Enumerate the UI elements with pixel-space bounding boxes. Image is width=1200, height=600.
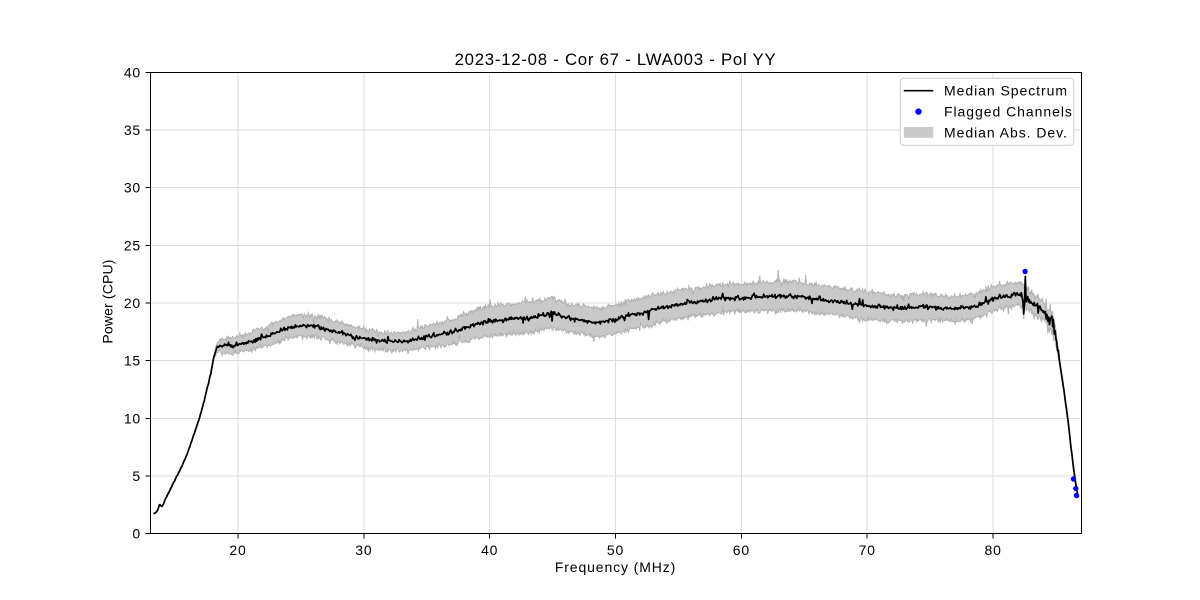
svg-text:2023-12-08 - Cor 67 - LWA003 -: 2023-12-08 - Cor 67 - LWA003 - Pol YY <box>455 50 777 69</box>
svg-text:Flagged Channels: Flagged Channels <box>944 104 1073 120</box>
svg-text:60: 60 <box>733 542 750 558</box>
svg-text:70: 70 <box>859 542 876 558</box>
svg-text:30: 30 <box>355 542 372 558</box>
svg-text:80: 80 <box>985 542 1002 558</box>
svg-text:40: 40 <box>481 542 498 558</box>
svg-text:Frequency (MHz): Frequency (MHz) <box>555 559 676 575</box>
svg-text:Power (CPU): Power (CPU) <box>100 259 116 343</box>
svg-text:25: 25 <box>124 237 141 253</box>
svg-text:15: 15 <box>124 353 141 369</box>
svg-text:20: 20 <box>124 295 141 311</box>
svg-text:Median Abs. Dev.: Median Abs. Dev. <box>944 124 1068 140</box>
svg-text:0: 0 <box>132 526 141 542</box>
svg-text:10: 10 <box>124 410 141 426</box>
svg-text:30: 30 <box>124 180 141 196</box>
svg-text:5: 5 <box>132 468 141 484</box>
svg-text:50: 50 <box>607 542 624 558</box>
svg-text:40: 40 <box>124 64 141 80</box>
svg-text:35: 35 <box>124 122 141 138</box>
svg-text:20: 20 <box>229 542 246 558</box>
svg-text:Median Spectrum: Median Spectrum <box>944 83 1068 99</box>
